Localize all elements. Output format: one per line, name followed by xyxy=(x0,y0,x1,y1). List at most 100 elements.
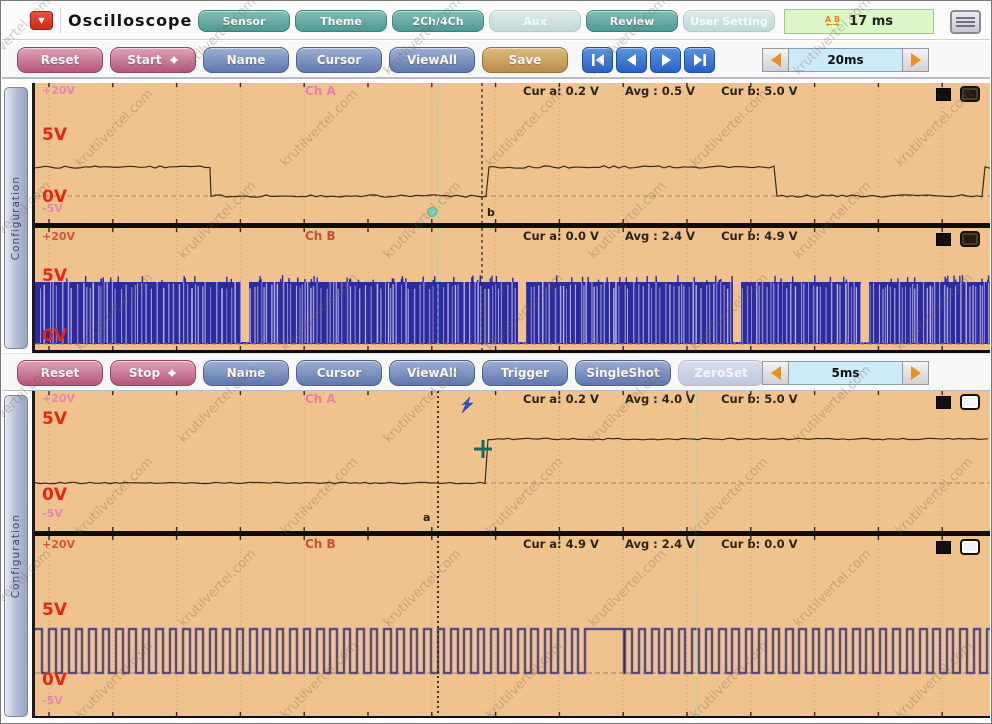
button-trigger[interactable]: Trigger xyxy=(482,360,568,386)
avg-readout: Avg : 2.4 V xyxy=(624,229,696,243)
menu-button-row: Sensor Theme 2Ch/4Ch Aux Review User Setting xyxy=(198,10,775,32)
ab-cursor-icon: A B ←→ xyxy=(825,14,841,29)
app-title: Oscilloscope xyxy=(68,11,193,30)
cur-a-readout: Cur a: 0.2 V xyxy=(523,84,599,98)
up-down-spinner-icon xyxy=(169,53,179,67)
playback-controls xyxy=(582,47,715,73)
button-viewall[interactable]: ViewAll xyxy=(389,360,475,386)
ab-time-display: A B ←→ 17 ms xyxy=(784,9,934,34)
button-singleshot[interactable]: SingleShot xyxy=(575,360,671,386)
button-label: ZeroSet xyxy=(694,366,748,380)
channel-readouts: Cur a: 0.0 V Avg : 2.4 V Cur b: 4.9 V xyxy=(523,229,797,243)
scale-label--5v: -5V xyxy=(42,507,63,520)
button-save[interactable]: Save xyxy=(482,47,568,73)
button-start[interactable]: Start xyxy=(110,47,196,73)
playback-prev-button[interactable] xyxy=(616,47,647,73)
configuration-tab-top[interactable]: Configuration xyxy=(4,87,28,349)
title-separator xyxy=(60,8,61,34)
channel-ch-b: +20V 5V 0V Ch B Cur a: 0.0 V Avg : 2.4 V Cur b… xyxy=(35,228,990,350)
scale-label--20v: +20V xyxy=(42,392,76,405)
toolbar-top-buttons: Reset Start Name Cursor ViewAll Save xyxy=(17,47,568,73)
button-label: Name xyxy=(226,366,266,380)
first-icon xyxy=(591,54,604,66)
menu-button-2ch-4ch[interactable]: 2Ch/4Ch xyxy=(392,10,484,32)
channel-window-toggle-icon[interactable] xyxy=(960,231,980,247)
button-name[interactable]: Name xyxy=(203,47,289,73)
toolbar-bottom-buttons: Reset Stop Name Cursor ViewAll Trigger SingleS… xyxy=(17,360,764,386)
scale-label-5v: 5V xyxy=(42,125,67,145)
button-reset[interactable]: Reset xyxy=(17,360,103,386)
button-label: Name xyxy=(226,53,266,67)
right-arrow-icon xyxy=(910,53,928,67)
channel-separator-bar xyxy=(35,223,990,228)
toolbar-top: Reset Start Name Cursor ViewAll Save 20ms xyxy=(2,41,990,79)
scale-label-0v: 0V xyxy=(42,187,67,207)
timebase-value-bottom[interactable]: 5ms xyxy=(789,361,902,385)
button-viewall[interactable]: ViewAll xyxy=(389,47,475,73)
playback-last-button[interactable] xyxy=(684,47,715,73)
button-cursor[interactable]: Cursor xyxy=(296,47,382,73)
channel-color-swatch-icon[interactable] xyxy=(936,395,951,409)
avg-readout: Avg : 4.0 V xyxy=(624,392,696,406)
playback-first-button[interactable] xyxy=(582,47,613,73)
scale-label-0v: 0V xyxy=(42,670,67,690)
channel-window-toggle-icon[interactable] xyxy=(960,394,980,410)
toolbar-bottom: Reset Stop Name Cursor ViewAll Trigger SingleS… xyxy=(2,353,990,391)
timebase-increase-button[interactable] xyxy=(902,361,929,385)
button-name[interactable]: Name xyxy=(203,360,289,386)
app-icon[interactable]: ▼ xyxy=(30,11,53,30)
menu-button-review[interactable]: Review xyxy=(586,10,678,32)
menu-button-label: Review xyxy=(609,14,655,28)
scope-panel-bottom: Configuration a +20V 5V 0V -5V Ch A Cur a: 0.2… xyxy=(2,391,991,721)
channel-display-buttons xyxy=(936,86,980,102)
menu-button-theme[interactable]: Theme xyxy=(295,10,387,32)
playback-next-button[interactable] xyxy=(650,47,681,73)
configuration-tab-bottom[interactable]: Configuration xyxy=(4,395,28,717)
button-reset[interactable]: Reset xyxy=(17,47,103,73)
ab-time-value: 17 ms xyxy=(849,14,893,29)
channel-window-toggle-icon[interactable] xyxy=(960,86,980,102)
svg-text:b: b xyxy=(487,206,495,219)
channel-readouts: Cur a: 4.9 V Avg : 2.4 V Cur b: 0.0 V xyxy=(523,537,797,551)
channel-ch-b: +20V 5V 0V -5V Ch B Cur a: 4.9 V Avg : 2.4 V Cu… xyxy=(35,536,990,716)
timebase-decrease-button[interactable] xyxy=(762,48,789,72)
button-label: SingleShot xyxy=(586,366,660,380)
next-icon xyxy=(661,54,671,66)
up-down-spinner-icon xyxy=(168,366,177,380)
menu-button-label: Aux xyxy=(523,14,547,28)
timebase-decrease-button[interactable] xyxy=(762,361,789,385)
menu-button-label: User Setting xyxy=(690,14,768,28)
cur-b-readout: Cur b: 0.0 V xyxy=(721,537,798,551)
cur-b-readout: Cur b: 4.9 V xyxy=(721,229,798,243)
svg-text:a: a xyxy=(423,511,430,524)
avg-readout: Avg : 2.4 V xyxy=(624,537,696,551)
scale-label-0v: 0V xyxy=(42,485,67,505)
last-icon xyxy=(693,54,706,66)
menu-button-user-setting[interactable]: User Setting xyxy=(683,10,775,32)
cur-a-readout: Cur a: 4.9 V xyxy=(523,537,599,551)
button-cursor[interactable]: Cursor xyxy=(296,360,382,386)
menu-button-sensor[interactable]: Sensor xyxy=(198,10,290,32)
timebase-value-top[interactable]: 20ms xyxy=(789,48,902,72)
menu-button-aux[interactable]: Aux xyxy=(489,10,581,32)
channel-color-swatch-icon[interactable] xyxy=(936,87,951,101)
printer-icon[interactable] xyxy=(950,10,981,34)
title-bar: ▼ Oscilloscope Sensor Theme 2Ch/4Ch Aux Revi… xyxy=(2,3,990,40)
scale-label--20v: +20V xyxy=(42,538,76,551)
channel-display-buttons xyxy=(936,231,980,247)
scale-label-5v: 5V xyxy=(42,409,67,429)
cur-a-readout: Cur a: 0.0 V xyxy=(523,229,599,243)
channel-color-swatch-icon[interactable] xyxy=(936,540,951,554)
channel-color-swatch-icon[interactable] xyxy=(936,232,951,246)
channel-window-toggle-icon[interactable] xyxy=(960,539,980,555)
button-stop[interactable]: Stop xyxy=(110,360,196,386)
button-label: Reset xyxy=(40,53,80,67)
button-zeroset[interactable]: ZeroSet xyxy=(678,360,764,386)
timebase-increase-button[interactable] xyxy=(902,48,929,72)
channel-display-buttons xyxy=(936,394,980,410)
left-arrow-icon xyxy=(764,366,781,380)
cur-b-readout: Cur b: 5.0 V xyxy=(721,392,798,406)
avg-readout: Avg : 0.5 V xyxy=(624,84,696,98)
